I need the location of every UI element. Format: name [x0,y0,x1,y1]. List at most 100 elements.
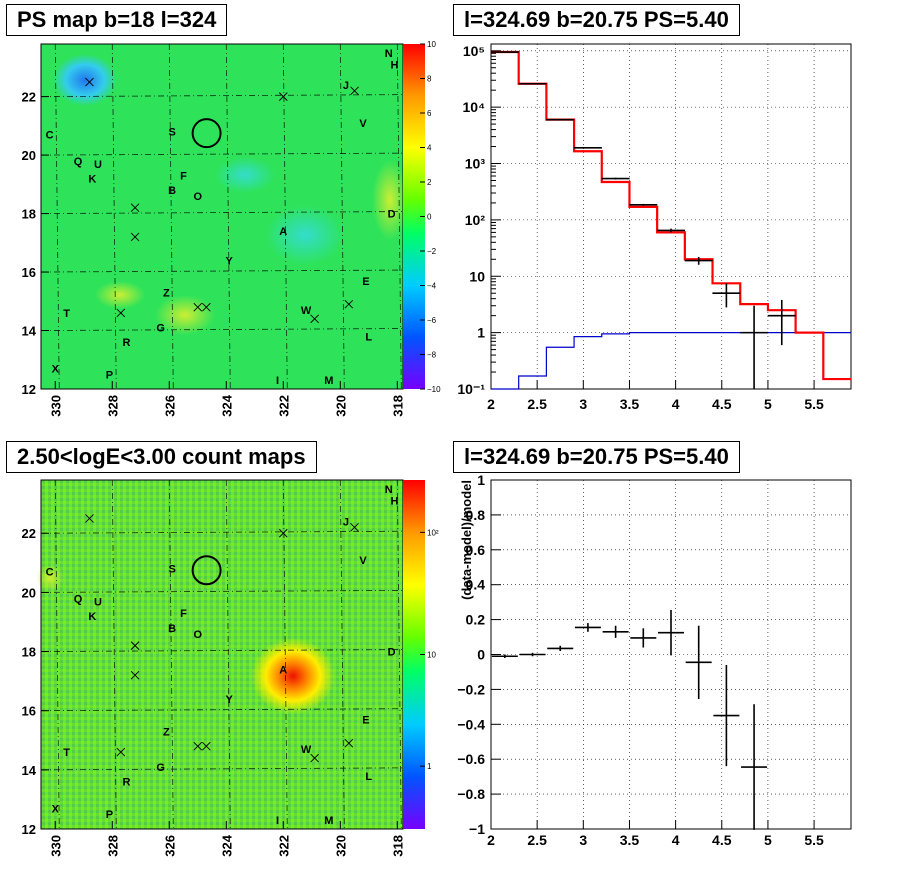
count-map-title: 2.50<logE<3.00 count maps [6,441,317,473]
y-tick-label: −0.6 [457,751,485,767]
y-tick-label: 10⁴ [463,99,486,115]
y-tick-label: −1 [469,821,485,837]
map-gridline [339,43,345,390]
source-label: F [180,171,187,183]
cross-marker [278,92,288,101]
x-tick-label: 2 [487,396,495,412]
source-label: W [301,305,312,317]
y-tick-label: −0.2 [457,681,485,697]
x-tick-label: 3 [579,396,587,412]
x-tick-label: 324 [219,834,234,856]
ps-map-yellow-region [95,281,145,309]
y-tick-label: −0.8 [457,786,485,802]
cross-marker [130,670,140,680]
x-tick-label: 5 [764,396,772,412]
y-tick-label: 14 [22,324,37,339]
cross-marker [310,753,319,763]
source-label: N [385,484,393,496]
source-label: G [156,323,165,335]
source-label: Q [74,593,83,605]
y-tick-label: 10⁵ [463,43,485,59]
map-gridline [40,211,404,214]
target-circle [191,118,222,149]
ps-map-title: PS map b=18 l=324 [6,4,228,36]
count-map-colorbar [403,480,425,829]
x-tick-label: 318 [390,835,405,857]
source-label: T [63,308,70,320]
y-tick-label: 10 [469,268,485,284]
colorbar-tick-label: 1 [427,762,432,771]
x-tick-label: 2.5 [527,396,547,412]
map-gridline [40,269,404,273]
map-gridline [111,43,117,390]
cross-marker [202,741,211,751]
x-tick-label: 326 [162,395,177,417]
map-gridline [282,43,288,390]
source-label: E [362,276,369,288]
y-tick-label: 22 [22,90,36,105]
y-tick-label: 14 [22,763,37,778]
source-label: O [193,191,202,203]
colorbar-tick-label: 2 [427,178,432,187]
source-label: Y [225,255,233,267]
y-tick-label: 22 [22,526,36,541]
map-gridline [225,43,231,390]
colorbar-tick-label: 6 [427,109,432,118]
source-label: X [52,364,60,376]
source-label: Z [163,726,170,738]
y-tick-label: 1 [477,325,485,341]
x-tick-label: 322 [276,835,291,857]
x-tick-label: 3 [579,832,587,848]
target-circle [191,555,222,586]
y-tick-label: 18 [22,207,36,222]
map-gridline [40,767,404,771]
source-label: U [94,159,102,171]
map-gridline [54,43,60,390]
map-gridline [282,479,288,830]
source-label: S [168,127,175,139]
x-tick-label: 2 [487,832,495,848]
colorbar-tick-label: 10 [427,651,436,660]
source-label: C [46,567,54,579]
colorbar-tick-label: −6 [427,316,437,325]
colorbar-tick-label: −8 [427,351,437,360]
cross-marker [344,299,354,309]
count-map-background [41,480,403,829]
cross-marker [193,741,203,751]
spectrum-title: l=324.69 b=20.75 PS=5.40 [453,4,740,36]
source-label: H [390,496,398,508]
count-map-hotspot [251,638,335,714]
ps-map-blue-region [53,54,117,106]
x-tick-label: 4 [672,832,680,848]
x-tick-label: 5 [764,832,772,848]
y-tick-label: 1 [477,472,485,488]
cross-marker [202,302,211,312]
source-label: Z [163,288,170,300]
source-label: V [359,118,367,130]
x-tick-label: 320 [333,835,348,857]
map-gridline [40,94,404,98]
source-label: J [343,80,349,92]
colorbar-tick-label: −2 [427,247,437,256]
y-tick-label: 0.8 [466,507,486,523]
cross-marker [116,747,126,757]
y-tick-label: 0.6 [466,542,486,558]
x-tick-label: 324 [219,394,234,416]
cross-marker [193,302,203,312]
y-tick-label: 18 [22,645,36,660]
cross-marker [85,514,94,523]
source-label: L [365,331,372,343]
source-label: A [279,664,287,676]
source-label: D [388,209,396,221]
source-label: O [193,629,202,641]
colorbar-tick-label: 10 [427,40,436,49]
source-label: E [362,715,369,727]
cross-marker [85,77,94,87]
source-label: S [168,564,175,576]
cross-marker [350,86,359,96]
x-tick-label: 3.5 [620,832,640,848]
source-label: P [106,809,113,821]
map-gridline [396,479,402,830]
source-label: B [168,185,176,197]
map-gridline [225,479,231,830]
